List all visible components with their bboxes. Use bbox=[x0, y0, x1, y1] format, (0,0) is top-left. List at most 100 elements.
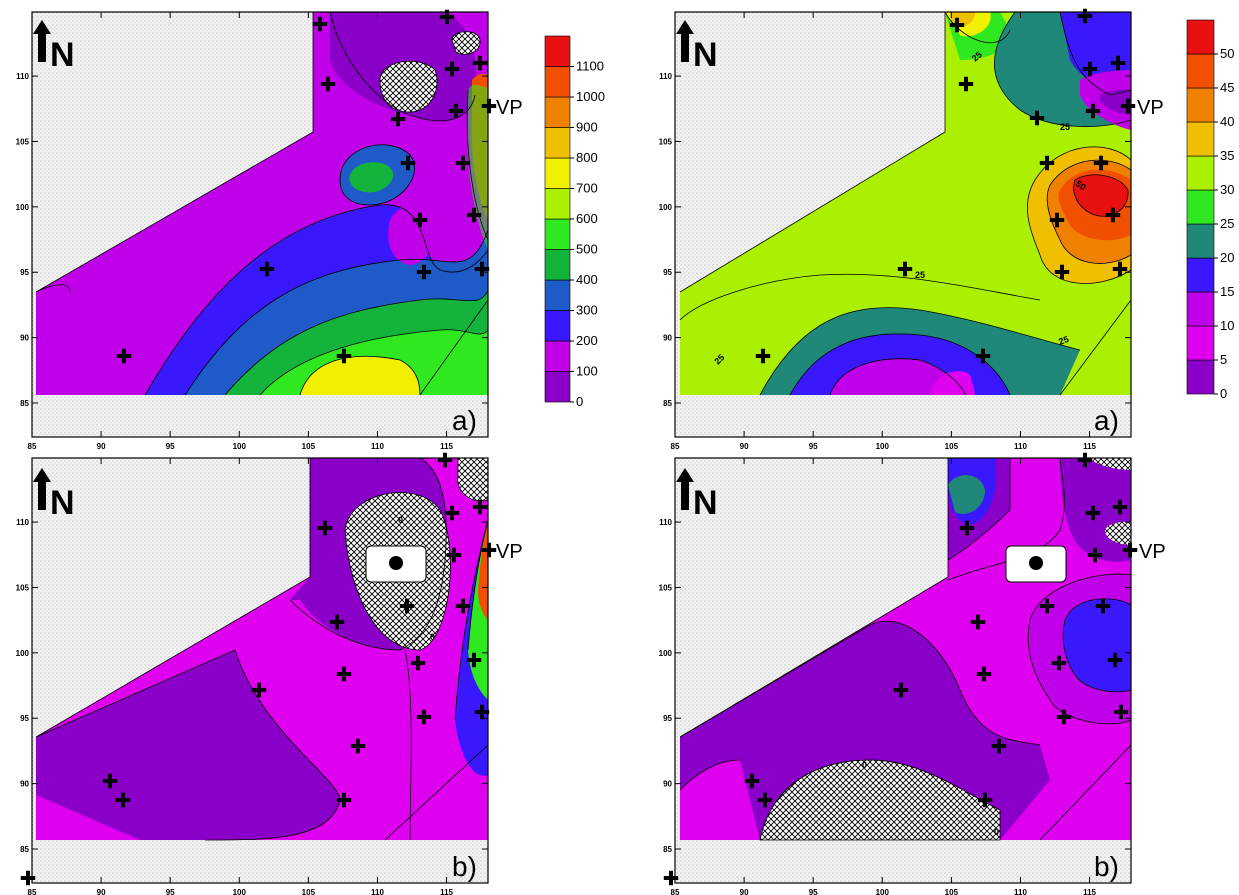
colorbar-swatch bbox=[1186, 189, 1215, 225]
x-tick-label: 110 bbox=[371, 442, 384, 451]
y-tick-label: 110 bbox=[659, 518, 672, 527]
north-label: N bbox=[50, 36, 75, 74]
north-label: N bbox=[50, 484, 75, 522]
contour-lines bbox=[35, 11, 489, 396]
colorbar-label: 200 bbox=[576, 333, 598, 348]
map-panel-bottom-right: 0 0 bbox=[674, 457, 1132, 884]
contour-lines bbox=[35, 457, 489, 841]
colorbar-swatch bbox=[1186, 121, 1215, 157]
colorbar-label: 50 bbox=[1220, 46, 1234, 61]
y-tick-label: 85 bbox=[663, 399, 672, 408]
y-tick-label: 90 bbox=[20, 780, 29, 789]
x-tick-label: 100 bbox=[876, 888, 890, 895]
panel-tag: a) bbox=[1094, 405, 1119, 436]
y-tick-label: 90 bbox=[20, 334, 29, 343]
x-tick-label: 115 bbox=[440, 442, 453, 451]
colorbar-swatch bbox=[544, 66, 571, 98]
x-tick-label: 90 bbox=[97, 442, 106, 451]
colorbar-label: 15 bbox=[1220, 284, 1234, 299]
colorbar-swatch bbox=[1186, 87, 1215, 123]
y-tick-label: 85 bbox=[663, 845, 672, 854]
colorbar-swatch bbox=[544, 96, 571, 128]
colorbar-label: 1100 bbox=[576, 59, 604, 74]
colorbar-swatch bbox=[1186, 257, 1215, 293]
isoline-label: 0 bbox=[430, 632, 435, 642]
colorbar-left: 0 100 200 300 400 500 600 700 800 900 1000 1100 bbox=[544, 35, 605, 409]
north-label: N bbox=[693, 36, 718, 74]
contour-lines bbox=[679, 457, 1132, 841]
colorbar-swatch bbox=[544, 249, 571, 281]
vp-label: VP bbox=[1137, 97, 1164, 119]
colorbar-label: 35 bbox=[1220, 148, 1234, 163]
colorbar-label: 700 bbox=[576, 181, 598, 196]
x-tick-label: 95 bbox=[809, 888, 818, 895]
y-tick-label: 90 bbox=[663, 780, 672, 789]
colorbar-label: 1000 bbox=[576, 89, 605, 104]
x-tick-label: 85 bbox=[28, 888, 37, 895]
y-tick-label: 100 bbox=[659, 649, 673, 658]
colorbar-swatch bbox=[1186, 359, 1215, 395]
panel-tag: a) bbox=[452, 405, 477, 436]
x-tick-label: 105 bbox=[302, 888, 316, 895]
panel-tag: b) bbox=[452, 851, 477, 882]
colorbar-swatch bbox=[1186, 53, 1215, 89]
isoline-labels: 0 0 bbox=[398, 515, 435, 642]
isoline-label: 25 bbox=[1060, 122, 1070, 132]
x-tick-label: 85 bbox=[28, 442, 37, 451]
north-label: N bbox=[693, 484, 718, 522]
x-tick-label: 90 bbox=[97, 888, 106, 895]
y-tick-label: 100 bbox=[16, 203, 30, 212]
colorbar-label: 20 bbox=[1220, 250, 1234, 265]
x-tick-label: 95 bbox=[166, 888, 175, 895]
panel-tags: a) a) b) b) bbox=[452, 405, 1119, 882]
x-tick-label: 115 bbox=[440, 888, 453, 895]
y-tick-label: 105 bbox=[16, 583, 30, 592]
colorbar-label: 100 bbox=[576, 364, 598, 379]
isoline-labels: 25 25 25 50 25 25 bbox=[712, 49, 1087, 366]
x-tick-label: 105 bbox=[302, 442, 316, 451]
vp-label: VP bbox=[496, 541, 523, 563]
colorbar-swatch bbox=[544, 157, 571, 189]
colorbar-label: 300 bbox=[576, 303, 598, 318]
colorbar-swatch bbox=[1186, 223, 1215, 259]
colorbar-swatch bbox=[544, 218, 571, 250]
colorbar-label: 0 bbox=[576, 394, 583, 409]
x-tick-label: 105 bbox=[945, 888, 959, 895]
colorbar-swatch bbox=[544, 371, 571, 403]
colorbar-swatch bbox=[1186, 155, 1215, 191]
x-tick-label: 115 bbox=[1083, 442, 1096, 451]
colorbar-swatch bbox=[544, 188, 571, 220]
isoline-label: 0 bbox=[862, 760, 867, 770]
x-tick-label: 85 bbox=[671, 888, 680, 895]
x-tick-label: 115 bbox=[1083, 888, 1096, 895]
colorbar-label: 25 bbox=[1220, 216, 1234, 231]
x-tick-label: 100 bbox=[233, 888, 247, 895]
panel-tag: b) bbox=[1094, 851, 1119, 882]
x-tick-label: 100 bbox=[233, 442, 247, 451]
y-tick-label: 110 bbox=[16, 72, 29, 81]
colorbar-label: 0 bbox=[1220, 386, 1227, 401]
north-arrow-icon: N bbox=[676, 20, 718, 74]
contour-fill-area bbox=[36, 12, 488, 395]
isoline-labels: 0 0 bbox=[862, 760, 999, 837]
station-dot bbox=[1029, 556, 1043, 570]
x-tick-label: 100 bbox=[876, 442, 890, 451]
x-tick-label: 110 bbox=[1014, 442, 1027, 451]
colorbar-label: 5 bbox=[1220, 352, 1227, 367]
y-tick-label: 85 bbox=[20, 399, 29, 408]
colorbar-label: 600 bbox=[576, 211, 598, 226]
contour-lines bbox=[679, 11, 1132, 396]
map-panel-top-right: 25 25 25 50 25 25 bbox=[674, 11, 1132, 438]
north-arrow-icon: N bbox=[33, 20, 75, 74]
colorbar-swatch bbox=[1186, 291, 1215, 327]
vp-labels: VP VP VP VP bbox=[496, 97, 1166, 563]
y-tick-label: 85 bbox=[20, 845, 29, 854]
y-tick-label: 100 bbox=[16, 649, 30, 658]
isoline-label: 25 bbox=[1057, 334, 1070, 347]
colorbar-swatch bbox=[544, 340, 571, 372]
vp-label: VP bbox=[1139, 541, 1166, 563]
colorbar-label: 800 bbox=[576, 150, 598, 165]
isoline-label: 50 bbox=[1074, 178, 1088, 192]
colorbar-label: 45 bbox=[1220, 80, 1234, 95]
colorbar-swatch bbox=[544, 310, 571, 342]
